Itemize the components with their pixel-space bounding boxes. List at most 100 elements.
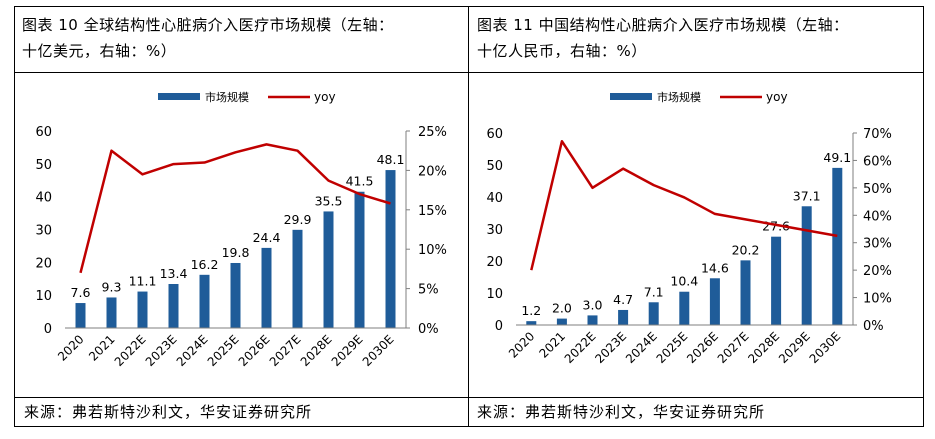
left-axis-tick-label: 40 <box>35 191 52 206</box>
bar-value-label: 19.8 <box>222 245 250 260</box>
right-axis-tick-label: 25% <box>418 125 447 140</box>
panel-divider <box>468 6 469 427</box>
chart2-source: 来源：弗若斯特沙利文，华安证券研究所 <box>477 403 766 421</box>
bar-value-label: 14.6 <box>701 260 729 275</box>
bar-value-label: 7.6 <box>71 285 91 300</box>
bar-2024E <box>648 302 659 325</box>
right-axis-tick-label: 60% <box>863 154 892 169</box>
legend-line-label: yoy <box>314 90 336 104</box>
bar-value-label: 1.2 <box>521 303 541 318</box>
legend-bar-swatch <box>610 93 652 100</box>
bar-value-label: 24.4 <box>253 230 281 245</box>
yoy-line <box>530 139 838 271</box>
bar-value-label: 35.5 <box>315 193 343 208</box>
legend-bar-label: 市场规模 <box>205 90 249 104</box>
left-axis-tick-label: 30 <box>486 223 503 238</box>
right-axis-tick-label: 10% <box>863 292 892 307</box>
right-axis-tick-label: 20% <box>418 164 447 179</box>
x-tick-label: 2027E <box>715 329 752 366</box>
chart1-title-line1: 图表 10 全球结构性心脏病介入医疗市场规模（左轴： <box>22 16 394 34</box>
bar-2027E <box>292 229 303 328</box>
x-tick-label: 2022E <box>562 329 599 366</box>
bar-2028E <box>323 211 334 328</box>
left-axis-tick-label: 50 <box>35 158 52 173</box>
bar-2026E <box>709 278 720 325</box>
x-tick-label: 2022E <box>112 332 149 369</box>
chart2-title-line2: 十亿人民币，右轴：%） <box>477 42 647 60</box>
bar-value-label: 49.1 <box>823 150 851 165</box>
left-axis-tick-label: 60 <box>35 125 52 140</box>
bar-value-label: 11.1 <box>129 274 157 289</box>
bar-value-label: 9.3 <box>102 279 122 294</box>
bar-value-label: 10.4 <box>670 274 698 289</box>
right-axis-tick-label: 10% <box>418 243 447 258</box>
bar-2030E <box>832 167 843 325</box>
x-tick-label: 2030E <box>360 332 397 369</box>
x-tick-label: 2027E <box>267 332 304 369</box>
legend-line-label: yoy <box>766 90 788 104</box>
bar-2022E <box>587 315 598 325</box>
header-divider <box>14 72 924 73</box>
bar-2020 <box>526 321 537 325</box>
figure-frame <box>14 6 924 427</box>
bar-2020 <box>75 303 86 328</box>
right-axis-tick-label: 70% <box>863 127 892 142</box>
right-axis-tick-label: 5% <box>418 283 439 298</box>
bar-2028E <box>771 236 782 325</box>
chart2-title: 图表 11 中国结构性心脏病介入医疗市场规模（左轴： 十亿人民币，右轴：%） <box>477 12 849 64</box>
x-tick-label: 2024E <box>174 332 211 369</box>
bar-value-label: 41.5 <box>346 174 374 189</box>
x-tick-label: 2020 <box>55 332 86 363</box>
right-axis-tick-label: 20% <box>863 264 892 279</box>
bar-2025E <box>679 291 690 325</box>
chart1-title: 图表 10 全球结构性心脏病介入医疗市场规模（左轴： 十亿美元，右轴：%） <box>22 12 394 64</box>
bar-2030E <box>385 170 396 328</box>
bar-2021 <box>106 297 117 328</box>
bar-value-label: 37.1 <box>793 188 821 203</box>
x-tick-label: 2028E <box>298 332 335 369</box>
left-axis-tick-label: 50 <box>486 159 503 174</box>
left-axis-tick-label: 0 <box>44 322 52 337</box>
left-axis-tick-label: 10 <box>486 287 503 302</box>
bar-2026E <box>261 247 272 328</box>
legend-bar-swatch <box>158 93 200 100</box>
bar-value-label: 16.2 <box>191 257 219 272</box>
bar-value-label: 29.9 <box>284 212 312 227</box>
left-axis-tick-label: 0 <box>495 319 503 334</box>
footer-divider <box>14 397 924 398</box>
x-tick-label: 2025E <box>654 329 691 366</box>
x-tick-label: 2026E <box>236 332 273 369</box>
x-tick-label: 2029E <box>776 329 813 366</box>
bar-2025E <box>230 262 241 328</box>
x-tick-label: 2023E <box>143 332 180 369</box>
left-axis-tick-label: 60 <box>486 127 503 142</box>
legend-bar-label: 市场规模 <box>657 90 701 104</box>
bar-2027E <box>740 260 751 325</box>
bar-2021 <box>556 318 567 325</box>
x-tick-label: 2020 <box>506 329 537 360</box>
right-axis-tick-label: 40% <box>863 209 892 224</box>
x-tick-label: 2025E <box>205 332 242 369</box>
bar-value-label: 2.0 <box>552 301 572 316</box>
right-axis-tick-label: 50% <box>863 182 892 197</box>
bar-2022E <box>137 291 148 328</box>
x-tick-label: 2030E <box>807 329 844 366</box>
chart2-title-line1: 图表 11 中国结构性心脏病介入医疗市场规模（左轴： <box>477 16 849 34</box>
bar-2029E <box>801 206 812 325</box>
chart1-title-line2: 十亿美元，右轴：%） <box>22 42 177 60</box>
right-axis-tick-label: 30% <box>863 237 892 252</box>
right-axis-tick-label: 0% <box>418 322 439 337</box>
bar-2029E <box>354 191 365 328</box>
left-axis-tick-label: 20 <box>486 255 503 270</box>
x-tick-label: 2028E <box>745 329 782 366</box>
chart1-source: 来源：弗若斯特沙利文，华安证券研究所 <box>24 403 313 421</box>
bar-value-label: 4.7 <box>613 292 633 307</box>
right-axis-tick-label: 15% <box>418 204 447 219</box>
x-tick-label: 2026E <box>684 329 721 366</box>
bar-2023E <box>168 284 179 328</box>
chart1-plot: 市场规模 yoy 0 10 20 30 40 50 60 0% 5% 10% 15% 20% 25% 7.6 9… <box>35 90 447 369</box>
x-tick-label: 2029E <box>329 332 366 369</box>
x-tick-label: 2024E <box>623 329 660 366</box>
bar-value-label: 3.0 <box>583 297 603 312</box>
right-axis-tick-label: 0% <box>863 319 884 334</box>
